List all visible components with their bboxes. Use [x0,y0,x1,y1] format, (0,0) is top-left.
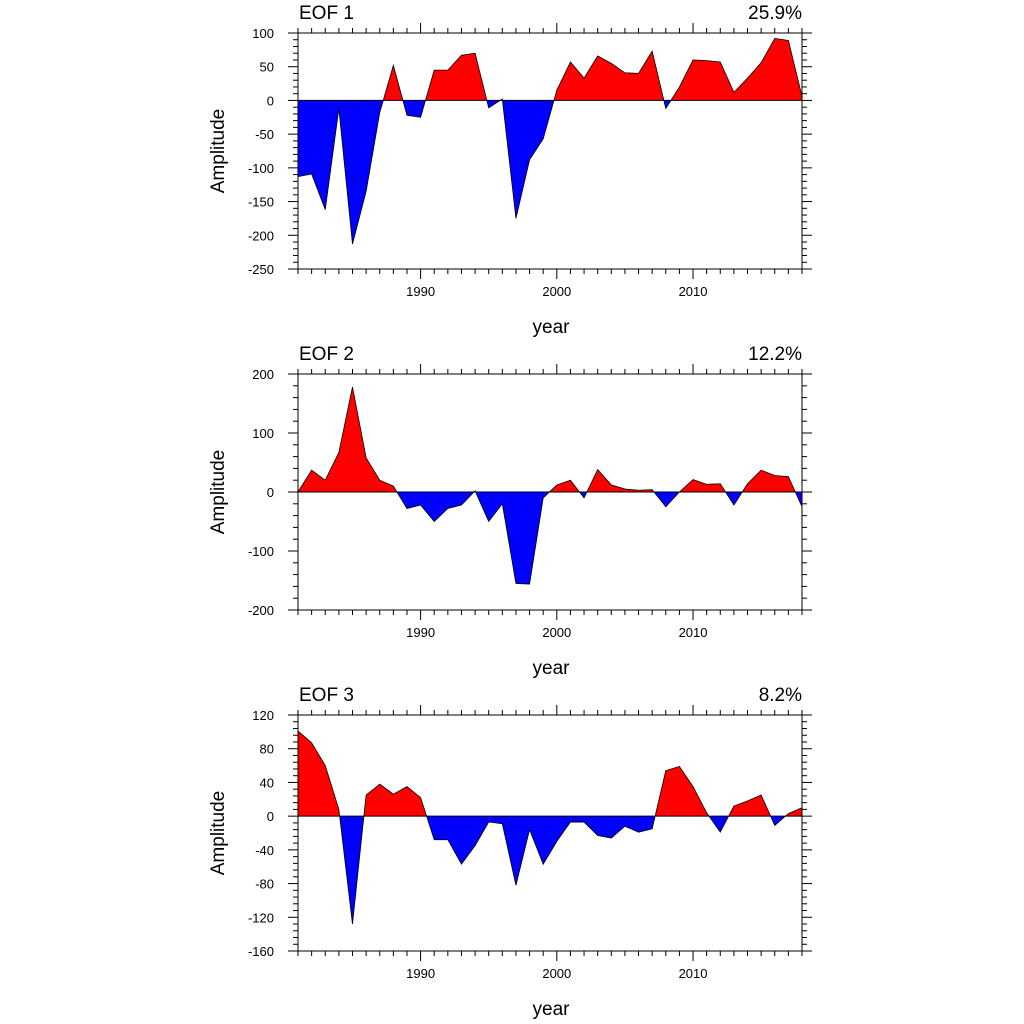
y-tick-label: -160 [248,944,274,959]
y-tick-label: -40 [255,843,274,858]
positive-area [298,386,802,492]
y-tick-label: -50 [255,127,274,142]
y-tick-label: -200 [248,228,274,243]
y-axis-label: Amplitude [208,450,229,535]
negative-area [298,816,802,925]
x-axis-label: year [533,658,571,679]
y-tick-label: -120 [248,910,274,925]
y-tick-label: 0 [267,93,274,108]
variance-percent: 8.2% [759,685,802,706]
y-axis-label: Amplitude [208,109,229,194]
y-tick-label: 0 [267,809,274,824]
negative-area [298,100,802,245]
y-tick-label: -100 [248,161,274,176]
variance-percent: 25.9% [748,3,802,24]
y-tick-label: 120 [252,708,274,723]
positive-area [298,38,802,101]
x-axis-label: year [533,317,571,338]
plot-frame [297,714,803,952]
x-tick-label: 1990 [406,966,435,981]
x-tick-label: 2010 [679,284,708,299]
variance-percent: 12.2% [748,344,802,365]
eof-panel-2: 1990 2000 2010 200 100 0 -100 -200 EOF 2 12.2% yea… [208,344,812,679]
x-tick-label: 1990 [406,625,435,640]
x-tick-label: 2000 [542,625,571,640]
y-tick-label: -100 [248,544,274,559]
series-line [297,730,803,925]
x-tick-label: 2010 [679,966,708,981]
negative-area [298,492,802,585]
y-tick-label: 100 [252,26,274,41]
y-axis-label: Amplitude [208,791,229,876]
plot-frame [297,32,803,270]
x-axis-label: year [533,999,571,1020]
y-tick-label: -250 [248,262,274,277]
y-tick-label: -150 [248,195,274,210]
series-line [297,37,803,245]
y-tick-label: 200 [252,367,274,382]
panel-title: EOF 3 [299,685,354,706]
y-tick-label: 0 [267,485,274,500]
y-tick-label: -200 [248,603,274,618]
panel-title: EOF 2 [299,344,354,365]
panel-title: EOF 1 [299,3,354,24]
eof-panel-3: 1990 2000 2010 120 80 40 0 -40 -80 -120 -160 EOF 3 8… [208,685,812,1020]
y-tick-label: 40 [260,775,274,790]
x-tick-label: 2010 [679,625,708,640]
y-tick-label: 50 [260,60,274,75]
y-tick-label: 100 [252,426,274,441]
positive-area [298,731,802,817]
eof-panel-1: 1990 2000 2010 100 50 0 -50 -100 -150 -200 -250 EOF… [208,3,812,338]
x-tick-label: 2000 [542,966,571,981]
x-tick-label: 1990 [406,284,435,299]
y-tick-label: 80 [260,742,274,757]
series-line [297,386,803,585]
y-tick-label: -80 [255,877,274,892]
x-tick-label: 2000 [542,284,571,299]
